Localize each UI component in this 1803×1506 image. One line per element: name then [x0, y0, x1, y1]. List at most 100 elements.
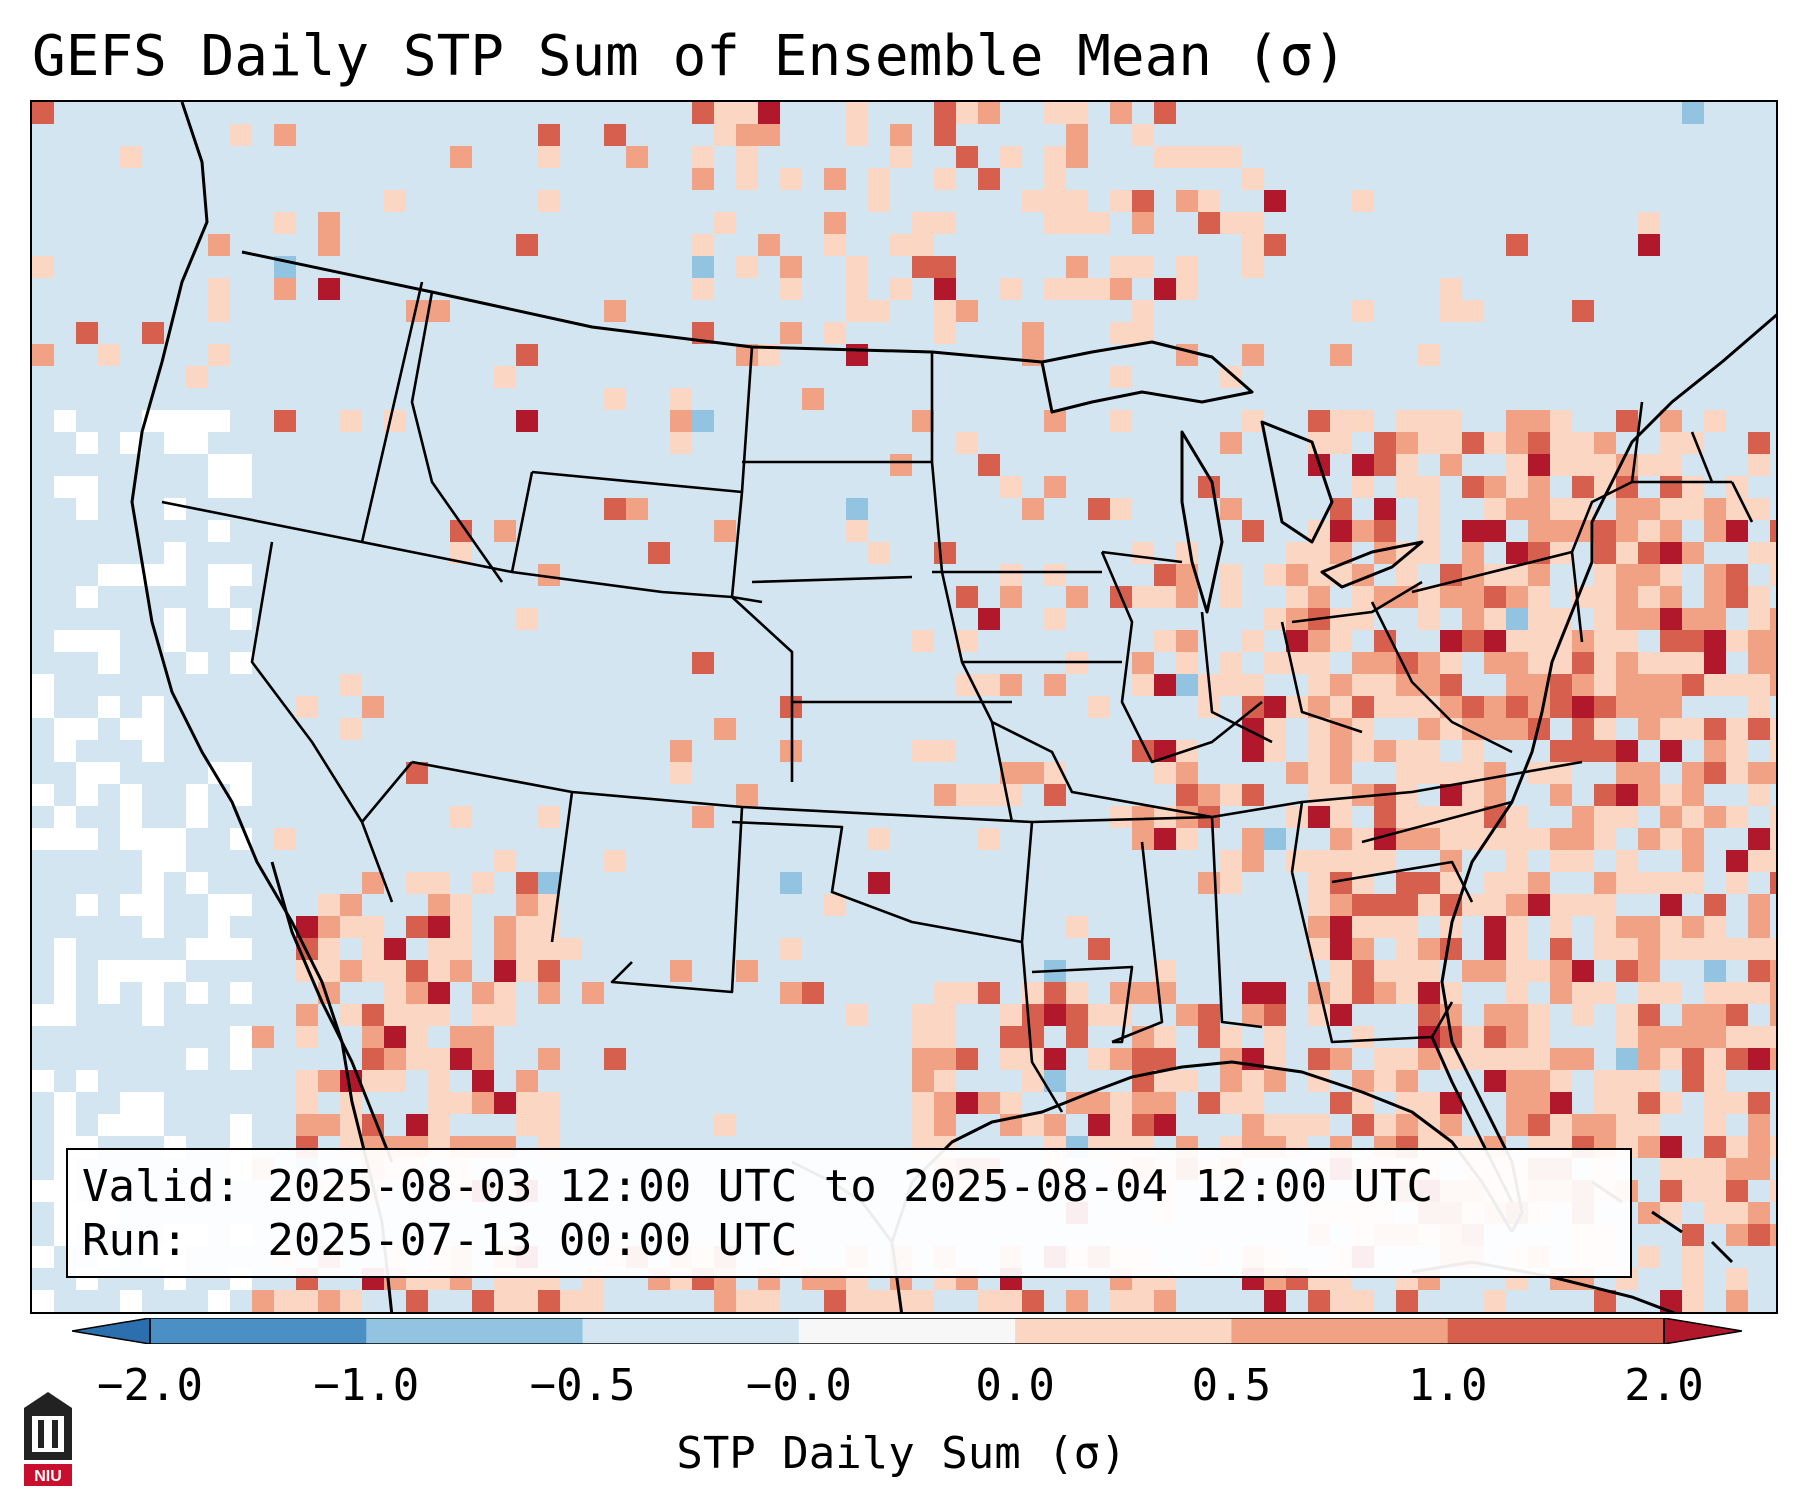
anomaly-cell	[978, 608, 1000, 630]
anomaly-cell	[1572, 1004, 1594, 1026]
anomaly-cell	[1616, 564, 1638, 586]
anomaly-cell	[1066, 916, 1088, 938]
anomaly-cell	[428, 938, 450, 960]
anomaly-cell	[538, 982, 560, 1004]
anomaly-cell	[1594, 916, 1616, 938]
anomaly-cell	[186, 410, 208, 432]
anomaly-cell	[1154, 102, 1176, 124]
run-line: Run: 2025-07-13 00:00 UTC	[82, 1215, 798, 1266]
anomaly-cell	[692, 278, 714, 300]
anomaly-cell	[912, 256, 934, 278]
anomaly-cell	[1594, 454, 1616, 476]
anomaly-cell	[32, 696, 54, 718]
anomaly-cell	[1308, 938, 1330, 960]
anomaly-cell	[538, 916, 560, 938]
anomaly-cell	[1704, 1048, 1726, 1070]
anomaly-cell	[1528, 1114, 1550, 1136]
anomaly-cell	[1220, 1026, 1242, 1048]
anomaly-cell	[120, 784, 142, 806]
anomaly-cell	[1616, 872, 1638, 894]
anomaly-cell	[1374, 1114, 1396, 1136]
anomaly-cell	[1066, 586, 1088, 608]
anomaly-cell	[208, 476, 230, 498]
anomaly-cell	[1704, 960, 1726, 982]
anomaly-cell	[208, 938, 230, 960]
anomaly-cell	[1550, 982, 1572, 1004]
anomaly-cell	[1726, 1004, 1748, 1026]
anomaly-cell	[230, 1026, 252, 1048]
anomaly-cell	[120, 564, 142, 586]
anomaly-cell	[1044, 1114, 1066, 1136]
anomaly-cell	[1528, 762, 1550, 784]
anomaly-cell	[1594, 432, 1616, 454]
anomaly-cell	[780, 322, 802, 344]
anomaly-cell	[1594, 586, 1616, 608]
anomaly-cell	[1770, 1048, 1776, 1070]
anomaly-cell	[1506, 1026, 1528, 1048]
anomaly-cell	[538, 1092, 560, 1114]
anomaly-cell	[1594, 894, 1616, 916]
anomaly-cell	[1000, 1048, 1022, 1070]
anomaly-cell	[1462, 894, 1484, 916]
anomaly-cell	[868, 542, 890, 564]
anomaly-cell	[76, 894, 98, 916]
anomaly-cell	[1638, 1312, 1660, 1314]
anomaly-cell	[692, 652, 714, 674]
anomaly-cell	[1000, 1290, 1022, 1312]
anomaly-cell	[296, 1290, 318, 1312]
anomaly-cell	[428, 300, 450, 322]
anomaly-cell	[208, 410, 230, 432]
anomaly-cell	[1374, 916, 1396, 938]
anomaly-cell	[934, 1114, 956, 1136]
anomaly-cell	[1660, 1136, 1682, 1158]
anomaly-cell	[670, 432, 692, 454]
colorbar-bin	[582, 1318, 800, 1344]
anomaly-cell	[208, 278, 230, 300]
anomaly-cell	[406, 1004, 428, 1026]
anomaly-cell	[1242, 850, 1264, 872]
anomaly-cell	[1704, 586, 1726, 608]
anomaly-cell	[1044, 1048, 1066, 1070]
anomaly-cell	[208, 586, 230, 608]
anomaly-cell	[1638, 1048, 1660, 1070]
anomaly-cell	[208, 234, 230, 256]
anomaly-cell	[1704, 806, 1726, 828]
anomaly-cell	[912, 1048, 934, 1070]
anomaly-cell	[1044, 1070, 1066, 1092]
anomaly-cell	[1066, 256, 1088, 278]
anomaly-cell	[1154, 1312, 1176, 1314]
anomaly-cell	[1528, 1312, 1550, 1314]
anomaly-cell	[1044, 608, 1066, 630]
anomaly-cell	[736, 256, 758, 278]
anomaly-cell	[1660, 454, 1682, 476]
anomaly-cell	[1264, 696, 1286, 718]
anomaly-cell	[1264, 1048, 1286, 1070]
anomaly-cell	[824, 1290, 846, 1312]
anomaly-cell	[1528, 608, 1550, 630]
anomaly-cell	[868, 1312, 890, 1314]
anomaly-cell	[714, 212, 736, 234]
anomaly-cell	[1506, 982, 1528, 1004]
anomaly-cell	[824, 234, 846, 256]
anomaly-cell	[1638, 212, 1660, 234]
anomaly-cell	[318, 278, 340, 300]
anomaly-cell	[1682, 102, 1704, 124]
anomaly-cell	[934, 784, 956, 806]
anomaly-cell	[1330, 344, 1352, 366]
anomaly-cell	[1176, 828, 1198, 850]
anomaly-cell	[1660, 1026, 1682, 1048]
anomaly-cell	[1242, 168, 1264, 190]
anomaly-cell	[978, 168, 1000, 190]
anomaly-cell	[1198, 1004, 1220, 1026]
anomaly-cell	[472, 872, 494, 894]
anomaly-cell	[1594, 1290, 1616, 1312]
anomaly-cell	[230, 1114, 252, 1136]
anomaly-cell	[934, 168, 956, 190]
anomaly-cell	[1330, 1092, 1352, 1114]
anomaly-cell	[1352, 300, 1374, 322]
logo-text: NIU	[34, 1468, 62, 1485]
anomaly-cell	[1506, 696, 1528, 718]
anomaly-cell	[1418, 498, 1440, 520]
anomaly-cell	[384, 1004, 406, 1026]
anomaly-cell	[1770, 1026, 1776, 1048]
